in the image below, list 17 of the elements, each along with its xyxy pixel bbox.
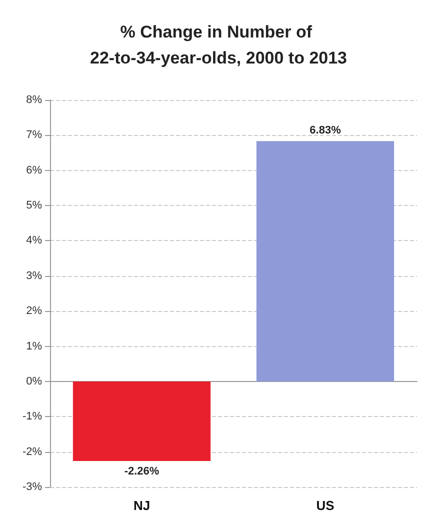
x-tick-label: NJ: [133, 498, 150, 513]
y-tick-label: -1%: [22, 410, 42, 423]
y-tick-label: 0%: [26, 375, 42, 388]
y-tick-label: 2%: [26, 305, 42, 318]
y-tick-label: 1%: [26, 340, 42, 352]
y-tick-label: 5%: [26, 200, 42, 212]
y-tick-label: 4%: [26, 234, 42, 247]
x-tick-label: US: [316, 498, 335, 513]
y-tick-label: 6%: [26, 164, 42, 176]
y-tick-label: -2%: [22, 446, 42, 458]
y-tick-label: 7%: [26, 129, 42, 142]
y-tick-label: -3%: [22, 481, 42, 493]
data-label: -2.26%: [124, 465, 160, 478]
data-label: 6.83%: [310, 124, 342, 137]
y-tick-label: 8%: [26, 94, 42, 106]
y-tick-label: 3%: [26, 270, 42, 282]
chart-title: % Change in Number of 22-to-34-year-olds, 2000 to 2013: [90, 22, 348, 68]
